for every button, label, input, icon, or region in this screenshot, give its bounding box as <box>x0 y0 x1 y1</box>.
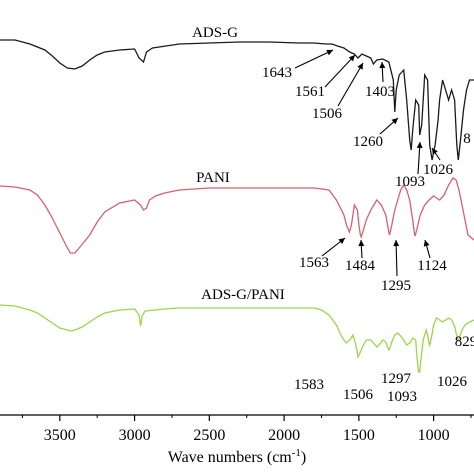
x-tick-label: 2000 <box>268 427 300 444</box>
peak-label: 1297 <box>381 371 412 387</box>
annotation-arrowhead <box>358 240 365 247</box>
peak-label: 1403 <box>365 84 395 100</box>
x-tick-label: 3000 <box>119 427 151 444</box>
annotation-arrowhead <box>393 240 400 247</box>
peak-label: 1260 <box>353 134 383 150</box>
annotation-arrowhead <box>432 148 438 155</box>
annotation-arrow <box>337 62 364 107</box>
series-line-2 <box>0 304 474 373</box>
annotation-arrowhead <box>348 55 355 62</box>
peak-label: 1583 <box>294 377 324 393</box>
annotation-arrow <box>294 49 334 69</box>
annotation-arrowhead <box>338 238 345 245</box>
annotation-arrowhead <box>326 49 333 56</box>
peak-label: 1093 <box>395 174 425 190</box>
series-label-layer: ADS-G PANI ADS-G/PANI <box>192 25 285 303</box>
peak-label: 1026 <box>423 162 454 178</box>
annotation-arrowhead <box>416 142 423 149</box>
series-label-1: PANI <box>196 170 230 186</box>
peak-label: 1563 <box>299 255 329 271</box>
peak-label: 1506 <box>343 387 374 403</box>
x-tick-label: 1000 <box>418 427 450 444</box>
annotation-arrowhead <box>379 62 386 69</box>
series-line-1 <box>0 177 474 254</box>
peak-label: 1093 <box>387 389 417 405</box>
series-layer <box>0 39 474 373</box>
x-tick-label: 2500 <box>193 427 225 444</box>
x-axis-label-end: ) <box>301 449 306 466</box>
x-tick-label: 3500 <box>44 427 76 444</box>
annotation-arrowhead <box>391 118 398 125</box>
series-label-2: ADS-G/PANI <box>201 287 285 303</box>
x-axis-label: Wave numbers (cm-1) <box>168 447 307 466</box>
series-line-0 <box>0 39 474 161</box>
peak-label: 1295 <box>381 278 411 294</box>
annotation-arrowhead <box>357 63 363 70</box>
annotation-arrow <box>395 239 398 277</box>
peak-label: 829 <box>455 334 474 350</box>
x-axis-label-main: Wave numbers (cm <box>168 449 293 466</box>
peak-label: 8 <box>463 131 471 147</box>
annotation-arrowhead <box>423 240 430 247</box>
series-label-0: ADS-G <box>192 25 238 41</box>
x-tick-label: 1500 <box>343 427 375 444</box>
x-axis-label-sup: -1 <box>292 447 301 459</box>
peak-label: 1643 <box>262 65 292 81</box>
annotation-arrow <box>324 54 356 88</box>
peak-label: 1026 <box>437 374 468 390</box>
x-tick-layer: 3500 3000 2500 2000 1500 1000 <box>21 415 472 444</box>
peak-label: 1561 <box>295 84 325 100</box>
peak-label: 1506 <box>312 106 343 122</box>
peak-label: 1484 <box>345 258 376 274</box>
peak-label: 1124 <box>417 258 447 274</box>
